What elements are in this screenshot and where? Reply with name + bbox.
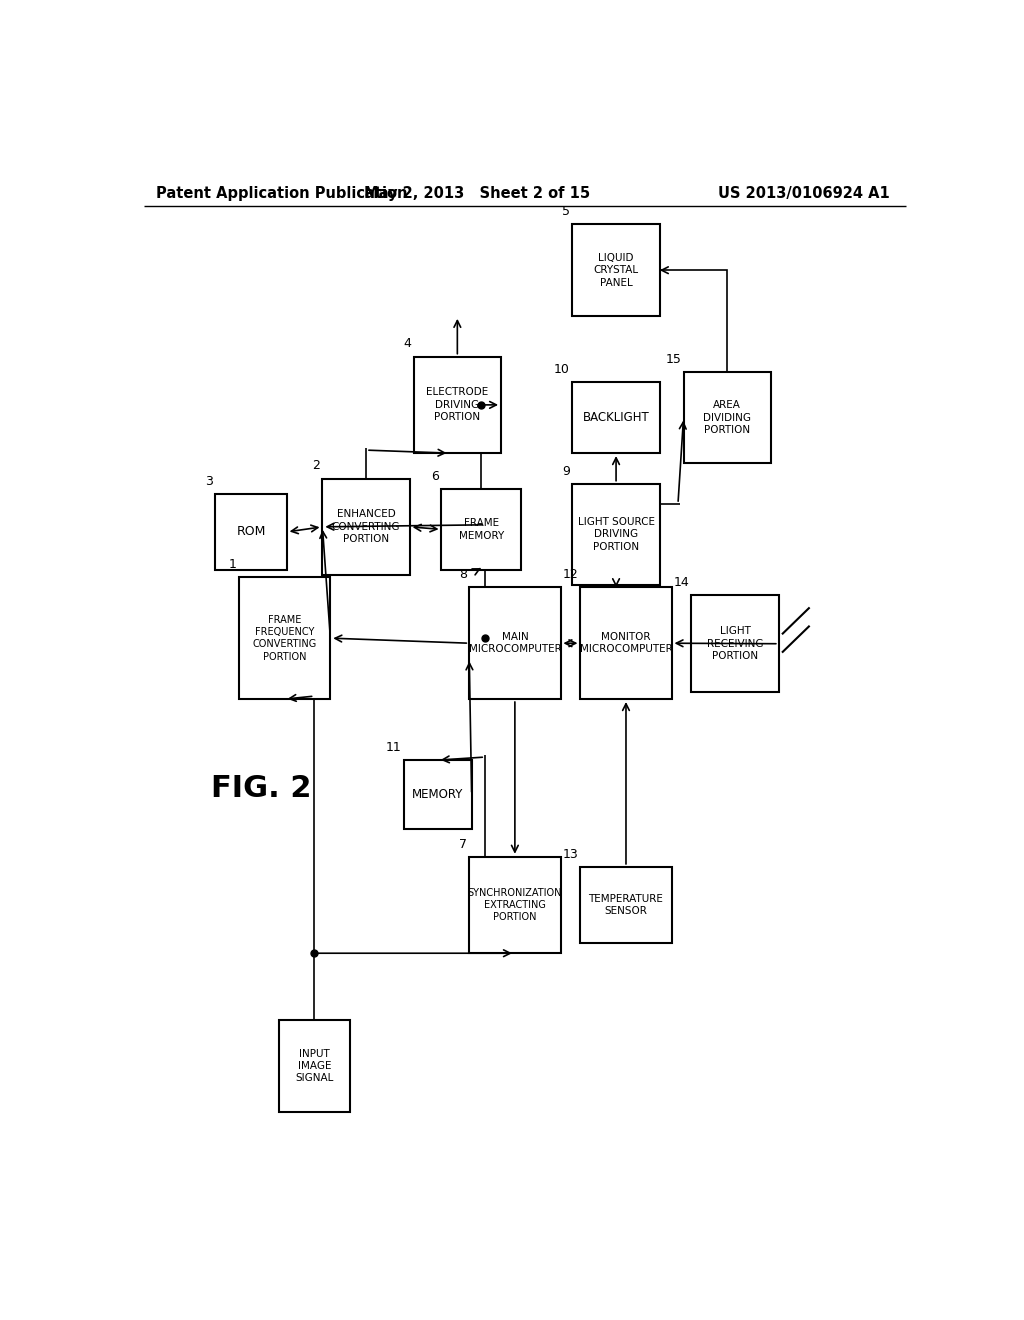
Text: LIQUID
CRYSTAL
PANEL: LIQUID CRYSTAL PANEL xyxy=(594,253,639,288)
Bar xyxy=(572,224,659,315)
Text: LIGHT SOURCE
DRIVING
PORTION: LIGHT SOURCE DRIVING PORTION xyxy=(578,517,654,552)
Text: FRAME
FREQUENCY
CONVERTING
PORTION: FRAME FREQUENCY CONVERTING PORTION xyxy=(253,615,316,661)
Text: 10: 10 xyxy=(554,363,570,376)
Bar xyxy=(441,488,521,570)
Text: Patent Application Publication: Patent Application Publication xyxy=(156,186,408,202)
Bar xyxy=(215,494,287,570)
Text: 12: 12 xyxy=(562,568,578,581)
Text: BACKLIGHT: BACKLIGHT xyxy=(583,411,649,424)
Bar xyxy=(581,587,672,700)
Bar xyxy=(240,577,331,700)
Bar xyxy=(414,356,501,453)
Text: 5: 5 xyxy=(562,206,570,218)
Text: ENHANCED
CONVERTING
PORTION: ENHANCED CONVERTING PORTION xyxy=(332,510,400,544)
Text: US 2013/0106924 A1: US 2013/0106924 A1 xyxy=(718,186,890,202)
Text: 11: 11 xyxy=(386,741,401,754)
Text: 13: 13 xyxy=(562,847,578,861)
Text: 2: 2 xyxy=(312,459,321,473)
Text: 8: 8 xyxy=(459,568,467,581)
Text: ROM: ROM xyxy=(237,525,265,539)
Bar xyxy=(323,479,410,576)
Text: LIGHT
RECEIVING
PORTION: LIGHT RECEIVING PORTION xyxy=(707,626,763,661)
Text: MONITOR
MICROCOMPUTER: MONITOR MICROCOMPUTER xyxy=(580,632,673,655)
Bar xyxy=(691,595,778,692)
Text: SYNCHRONIZATION
EXTRACTING
PORTION: SYNCHRONIZATION EXTRACTING PORTION xyxy=(468,887,562,923)
Text: 14: 14 xyxy=(674,577,689,589)
Bar xyxy=(572,483,659,585)
Bar xyxy=(572,381,659,453)
Bar xyxy=(279,1020,350,1111)
Text: AREA
DIVIDING
PORTION: AREA DIVIDING PORTION xyxy=(703,400,752,436)
Text: 6: 6 xyxy=(431,470,439,483)
Text: MEMORY: MEMORY xyxy=(413,788,464,801)
Text: FRAME
MEMORY: FRAME MEMORY xyxy=(459,519,504,541)
Text: 4: 4 xyxy=(403,338,412,351)
Bar xyxy=(469,857,560,953)
Bar xyxy=(404,760,472,829)
Text: 7: 7 xyxy=(459,838,467,850)
Text: May 2, 2013   Sheet 2 of 15: May 2, 2013 Sheet 2 of 15 xyxy=(365,186,590,202)
Text: 1: 1 xyxy=(228,558,237,572)
Text: 3: 3 xyxy=(205,475,213,487)
Text: TEMPERATURE
SENSOR: TEMPERATURE SENSOR xyxy=(589,894,664,916)
Text: ELECTRODE
DRIVING
PORTION: ELECTRODE DRIVING PORTION xyxy=(426,388,488,422)
Text: 9: 9 xyxy=(562,465,570,478)
Text: INPUT
IMAGE
SIGNAL: INPUT IMAGE SIGNAL xyxy=(295,1048,334,1084)
Text: MAIN
MICROCOMPUTER: MAIN MICROCOMPUTER xyxy=(469,632,561,655)
Bar xyxy=(684,372,771,463)
Text: 15: 15 xyxy=(666,352,681,366)
Bar xyxy=(469,587,560,700)
Bar xyxy=(581,867,672,942)
Text: FIG. 2: FIG. 2 xyxy=(211,774,312,803)
